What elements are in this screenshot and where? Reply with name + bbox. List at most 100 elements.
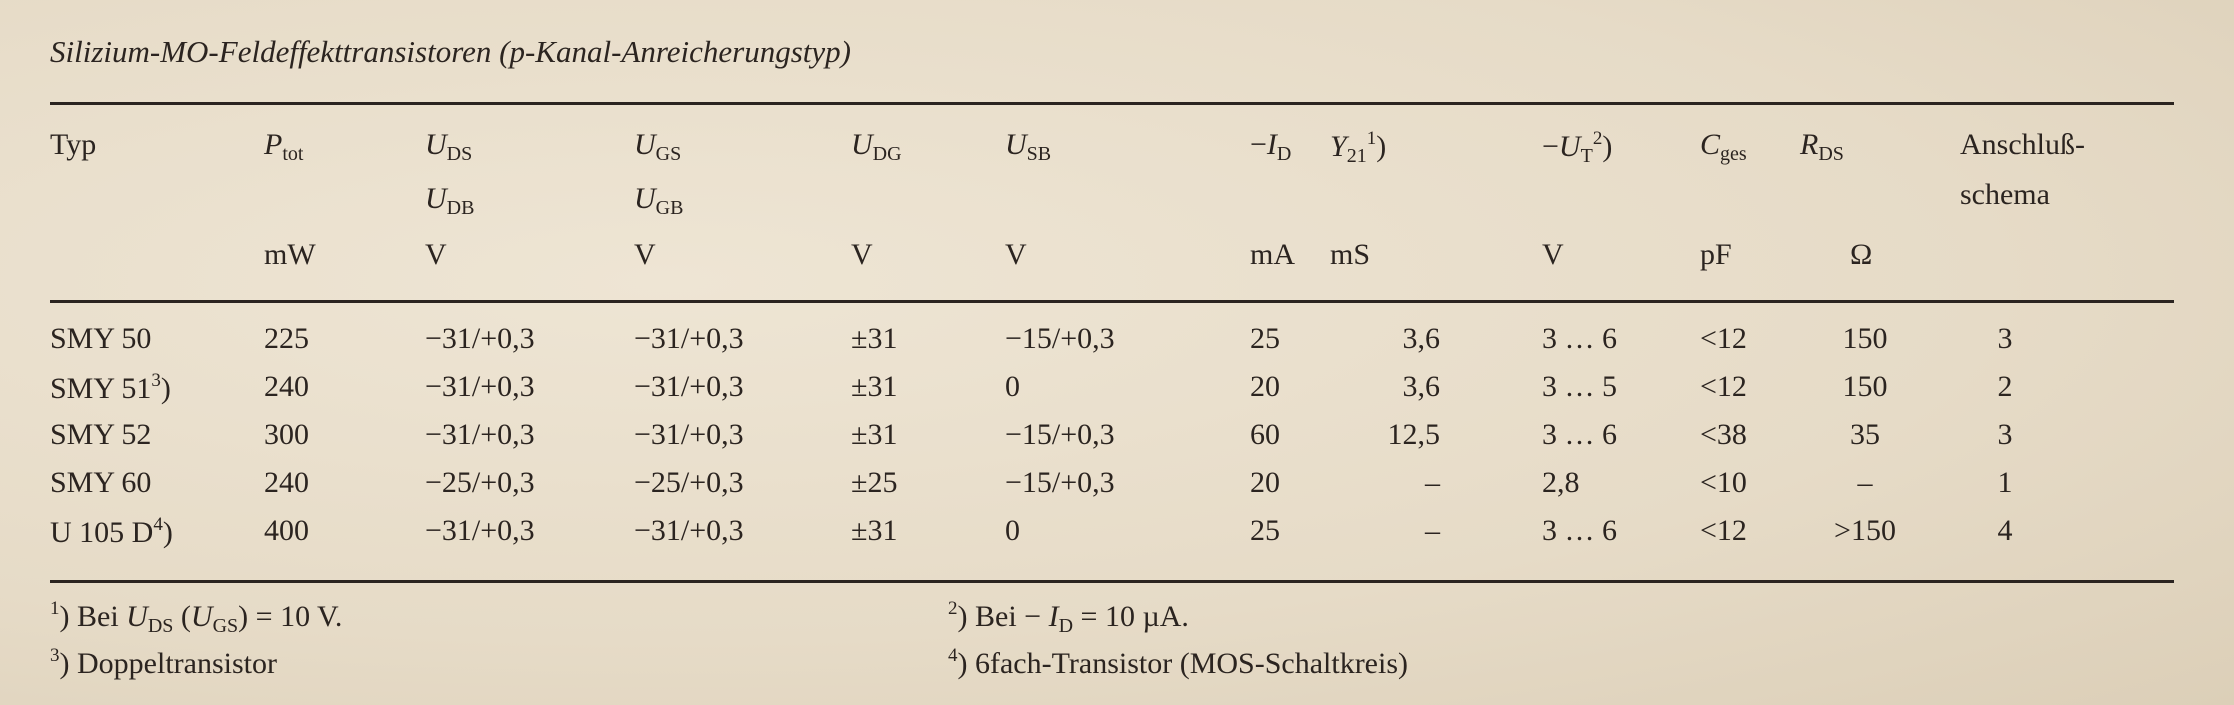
footnote-2: 2) Bei − ID = 10 µA. [948, 598, 1189, 637]
cell-typ: SMY 50 [50, 322, 151, 356]
type-name: SMY 60 [50, 466, 152, 499]
cell-0: 400 [264, 514, 309, 547]
header-subscript: SB [1026, 143, 1052, 165]
column-header: UGS [634, 128, 681, 166]
footnote-ref: 2 [1592, 128, 1603, 149]
cell-5: 25 [1250, 322, 1280, 355]
cell-6: – [1425, 466, 1440, 499]
footnote-ref: 1 [1366, 128, 1377, 149]
top-rule [50, 102, 2174, 105]
cell-2: −31/+0,3 [634, 418, 744, 451]
cell-9: >150 [1834, 514, 1896, 547]
header-subscript: DS [1818, 143, 1844, 165]
cell-7: 3 … 6 [1542, 514, 1617, 547]
cell-8: <10 [1700, 466, 1747, 499]
table-title: Silizium-MO-Feldeffekttransistoren (p-Ka… [50, 34, 851, 69]
header-subscript: GB [655, 197, 684, 219]
cell-4: −15/+0,3 [1005, 466, 1115, 499]
cell-8: <12 [1700, 322, 1747, 355]
cell-8: <12 [1700, 514, 1747, 547]
column-header: UDG [851, 128, 902, 166]
cell-7: 3 … 6 [1542, 322, 1617, 355]
footnote-symbol: U [126, 600, 148, 633]
cell-3: ±31 [851, 370, 898, 403]
footnote-1: 1) Bei UDS (UGS) = 10 V. [50, 598, 343, 637]
cell-3: ±31 [851, 514, 898, 547]
header-symbol: P [264, 128, 283, 161]
header-symbol: U [1005, 128, 1027, 161]
cell-2: −31/+0,3 [634, 322, 744, 355]
cell-0: 300 [264, 418, 309, 451]
column-unit: pF [1700, 238, 1732, 271]
cell-typ: U 105 D4) [50, 514, 173, 549]
footnote-ref: 4 [153, 514, 163, 535]
column-unit: V [1005, 238, 1027, 271]
cell-7: 3 … 6 [1542, 418, 1617, 451]
footnote-text: Bei − [975, 600, 1049, 633]
column-header: Typ [50, 128, 97, 161]
type-name: SMY 51 [50, 372, 152, 405]
header-suffix: ) [1602, 130, 1613, 163]
header-rule [50, 300, 2174, 303]
column-unit: mS [1330, 238, 1371, 271]
header-prefix: − [1250, 128, 1267, 161]
column-unit: V [634, 238, 656, 271]
type-name: U 105 D [50, 516, 154, 549]
column-header-line2: UGB [634, 182, 683, 220]
column-unit: Ω [1850, 238, 1873, 271]
cell-1: −31/+0,3 [425, 418, 535, 451]
column-header: −ID [1250, 128, 1291, 166]
footnote-text: Bei [77, 600, 127, 633]
cell-5: 25 [1250, 514, 1280, 547]
cell-typ: SMY 52 [50, 418, 151, 452]
column-unit: V [425, 238, 447, 271]
cell-4: 0 [1005, 514, 1020, 547]
cell-7: 3 … 5 [1542, 370, 1617, 403]
header-symbol: U [851, 128, 873, 161]
cell-9: 35 [1850, 418, 1880, 451]
column-unit: mA [1250, 238, 1295, 271]
column-header-line2: UDB [425, 182, 474, 220]
cell-1: −25/+0,3 [425, 466, 535, 499]
header-symbol: U [634, 128, 656, 161]
footnote-mark: 1 [50, 598, 60, 619]
footnote-symbol: U [190, 600, 213, 633]
footnote-text: = 10 µA. [1073, 600, 1189, 633]
cell-3: ±31 [851, 418, 898, 451]
header-symbol: C [1700, 128, 1721, 161]
cell-10: 1 [1997, 466, 2013, 499]
column-unit: V [1542, 238, 1564, 271]
cell-3: ±31 [851, 322, 898, 355]
cell-6: – [1425, 514, 1440, 547]
cell-10: 2 [1997, 370, 2013, 403]
header-prefix: − [1542, 130, 1559, 163]
cell-6: 12,5 [1387, 418, 1441, 451]
cell-9: 150 [1842, 322, 1888, 355]
cell-8: <38 [1700, 418, 1747, 451]
cell-0: 225 [264, 322, 309, 355]
cell-5: 20 [1250, 370, 1280, 403]
cell-10: 3 [1997, 418, 2013, 451]
header-suffix: ) [1376, 130, 1387, 163]
cell-0: 240 [264, 466, 309, 499]
header-symbol: Y [1330, 130, 1347, 163]
cell-6: 3,6 [1402, 370, 1441, 403]
bottom-rule [50, 580, 2174, 583]
type-name: SMY 50 [50, 322, 152, 355]
cell-7: 2,8 [1542, 466, 1580, 499]
cell-5: 60 [1250, 418, 1280, 451]
cell-2: −25/+0,3 [634, 466, 744, 499]
column-header: Y211) [1330, 128, 1386, 168]
footnote-3: 3) Doppeltransistor [50, 645, 277, 680]
footnote-text: 6fach-Transistor (MOS-Schaltkreis) [975, 647, 1408, 680]
column-unit: mW [264, 238, 316, 271]
column-header: UDS [425, 128, 472, 166]
column-header: Ptot [264, 128, 303, 166]
cell-2: −31/+0,3 [634, 514, 744, 547]
footnote-symbol: I [1048, 600, 1059, 633]
cell-typ: SMY 60 [50, 466, 151, 500]
footnote-text: ( [173, 600, 191, 633]
cell-10: 3 [1997, 322, 2013, 355]
type-name: SMY 52 [50, 418, 152, 451]
